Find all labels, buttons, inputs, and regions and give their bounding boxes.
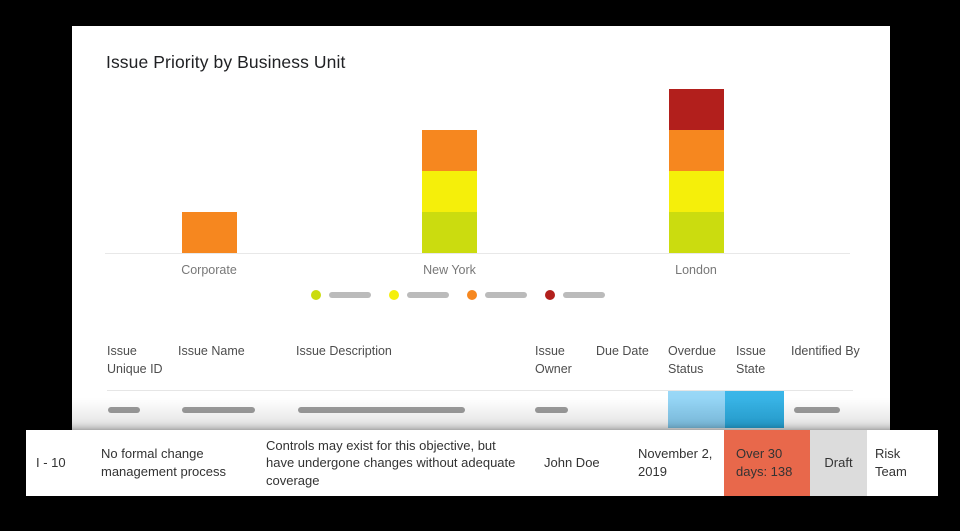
column-header-issue-name[interactable]: Issue Name <box>178 344 245 358</box>
x-axis-label-new-york: New York <box>423 263 476 277</box>
bar-segment-priority-level-4[interactable] <box>668 89 724 130</box>
chart-title: Issue Priority by Business Unit <box>106 52 346 72</box>
legend-item-priority-level-1[interactable] <box>311 290 371 300</box>
due-date-cell: November 2, 2019 <box>638 446 713 479</box>
issue-state-badge: Draft <box>810 430 867 496</box>
bar-segment-priority-level-3[interactable] <box>668 130 724 171</box>
column-header-issue-state[interactable]: Issue State <box>736 344 766 377</box>
dashboard-card: Issue Priority by Business Unit Corporat… <box>72 26 890 496</box>
column-header-issue-unique-id[interactable]: Issue Unique ID <box>107 344 163 377</box>
stacked-bar-chart <box>105 89 850 254</box>
legend-label-redacted <box>329 292 371 298</box>
x-axis-labels: Corporate New York London <box>105 263 850 279</box>
legend-item-priority-level-2[interactable] <box>389 290 449 300</box>
issue-name-cell: No formal change management process <box>101 446 227 479</box>
bar-segment-priority-level-2[interactable] <box>668 171 724 212</box>
stacked-bar-corporate[interactable] <box>181 212 237 253</box>
redacted-text-placeholder <box>108 407 140 413</box>
redacted-text-placeholder <box>535 407 568 413</box>
column-header-identified-by[interactable]: Identified By <box>791 344 860 358</box>
table-header-divider <box>107 390 853 391</box>
issue-description-cell: Controls may exist for this objective, b… <box>266 437 516 488</box>
bar-segment-priority-level-3[interactable] <box>422 130 477 171</box>
x-axis-label-london: London <box>675 263 717 277</box>
legend-label-redacted <box>563 292 605 298</box>
legend-color-dot <box>311 290 321 300</box>
legend-color-dot <box>467 290 477 300</box>
redacted-text-placeholder <box>182 407 255 413</box>
chart-legend <box>311 290 605 300</box>
column-header-overdue-status[interactable]: Overdue Status <box>668 344 716 377</box>
bar-segment-priority-level-1[interactable] <box>668 212 724 253</box>
redacted-text-placeholder <box>298 407 465 413</box>
column-header-issue-description[interactable]: Issue Description <box>296 344 392 358</box>
x-axis-label-corporate: Corporate <box>181 263 237 277</box>
bar-segment-priority-level-2[interactable] <box>422 171 477 212</box>
column-header-due-date[interactable]: Due Date <box>596 344 649 358</box>
legend-item-priority-level-3[interactable] <box>467 290 527 300</box>
legend-color-dot <box>389 290 399 300</box>
overdue-status-badge: Over 30 days: 138 <box>724 430 810 496</box>
legend-label-redacted <box>407 292 449 298</box>
stacked-bar-new-york[interactable] <box>422 130 477 253</box>
legend-label-redacted <box>485 292 527 298</box>
redacted-text-placeholder <box>794 407 840 413</box>
highlighted-issue-row[interactable]: I - 10 No formal change management proce… <box>26 430 938 496</box>
bar-segment-priority-level-1[interactable] <box>422 212 477 253</box>
issue-unique-id-cell: I - 10 <box>36 455 66 471</box>
issue-state-cell-highlight <box>725 391 784 428</box>
legend-item-priority-level-4[interactable] <box>545 290 605 300</box>
stacked-bar-london[interactable] <box>668 89 724 253</box>
overdue-status-cell-highlight <box>668 391 725 428</box>
issue-owner-cell: John Doe <box>544 455 600 471</box>
bar-segment-priority-level-3[interactable] <box>181 212 237 253</box>
legend-color-dot <box>545 290 555 300</box>
identified-by-cell: Risk Team <box>875 446 907 479</box>
column-header-issue-owner[interactable]: Issue Owner <box>535 344 572 377</box>
